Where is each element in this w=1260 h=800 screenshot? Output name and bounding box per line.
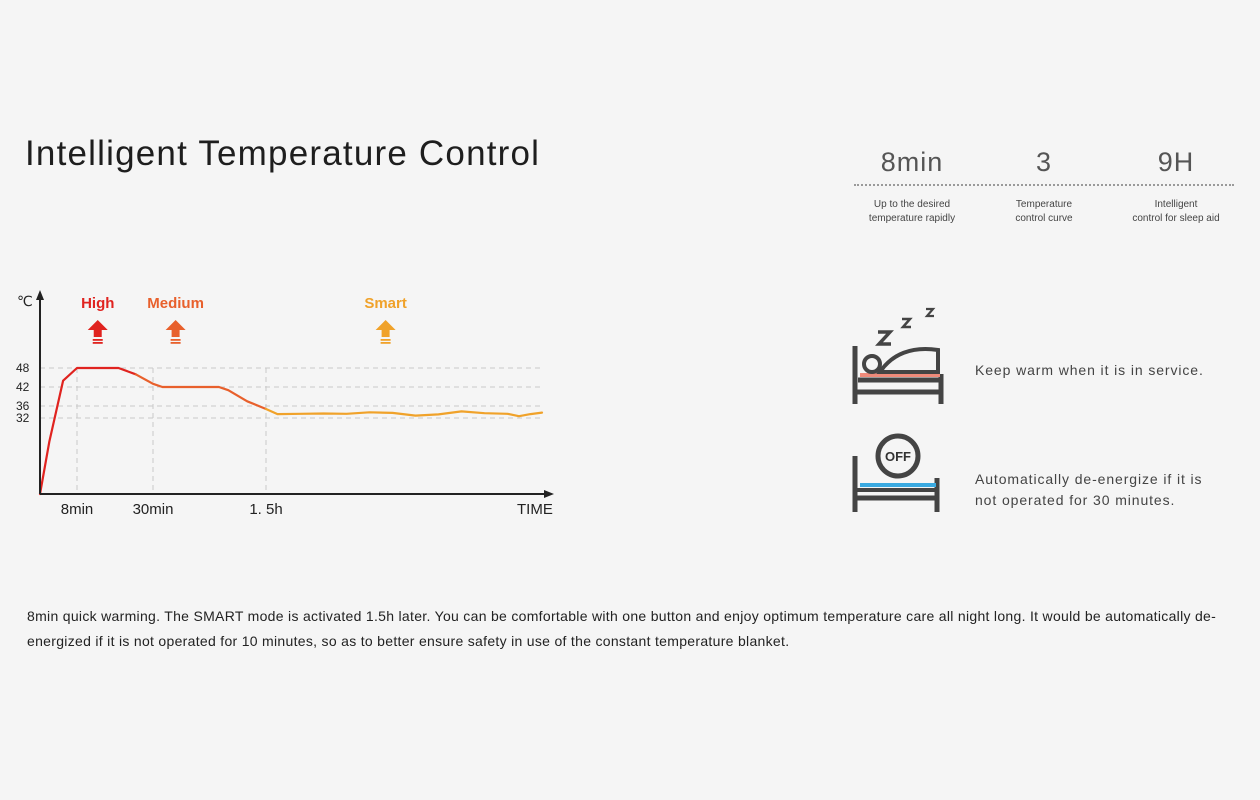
up-arrow-icon bbox=[165, 320, 186, 344]
stat-description-line: control for sleep aid bbox=[1132, 213, 1220, 224]
temperature-curve bbox=[264, 407, 544, 418]
stat-description-line: temperature rapidly bbox=[868, 213, 956, 224]
y-tick-label: 42 bbox=[16, 380, 30, 394]
stat-description: Temperature control curve bbox=[978, 198, 1110, 226]
feature-keep-warm: Keep warm when it is in service. bbox=[848, 306, 1248, 416]
mode-label: High bbox=[81, 295, 114, 312]
stat-8min: 8min bbox=[846, 142, 978, 182]
stat-curves: 3 bbox=[978, 142, 1110, 182]
up-arrow-icon bbox=[375, 320, 396, 344]
x-axis-arrow bbox=[544, 490, 554, 498]
power-off-bed-icon: OFF bbox=[852, 433, 940, 512]
off-label: OFF bbox=[885, 449, 911, 464]
feature-text-line: not operated for 30 minutes. bbox=[975, 492, 1176, 508]
chart-axes bbox=[36, 290, 554, 498]
stat-description-line: Intelligent bbox=[1154, 199, 1198, 210]
feature-text: Keep warm when it is in service. bbox=[975, 362, 1204, 378]
x-tick-label: 30min bbox=[133, 501, 174, 518]
stat-description: Intelligent control for sleep aid bbox=[1110, 198, 1242, 226]
up-arrow-icon bbox=[87, 320, 108, 344]
chart-series bbox=[38, 366, 544, 496]
y-tick-label: 36 bbox=[16, 399, 30, 413]
feature-auto-off: OFF Automatically de-energize if it is n… bbox=[848, 430, 1248, 540]
x-axis-label: TIME bbox=[517, 501, 553, 518]
stat-9h: 9H bbox=[1110, 142, 1242, 182]
y-tick-label: 48 bbox=[16, 361, 30, 375]
x-tick-labels: 8min 30min 1. 5h bbox=[61, 501, 283, 518]
dotted-divider bbox=[854, 184, 1234, 186]
stats-panel: 8min 3 9H Up to the desired temperature … bbox=[846, 142, 1242, 226]
sleeping-person-bed-icon bbox=[852, 307, 944, 404]
x-tick-label: 1. 5h bbox=[249, 501, 282, 518]
stat-description-line: Up to the desired bbox=[873, 199, 951, 210]
y-axis-label: ℃ bbox=[17, 294, 33, 310]
mode-label: Smart bbox=[364, 295, 407, 312]
stat-description-line: Temperature bbox=[1015, 199, 1073, 210]
stat-value: 9H bbox=[1157, 147, 1195, 177]
mode-label: Medium bbox=[147, 295, 204, 312]
feature-text-line: Automatically de-energize if it is bbox=[975, 471, 1203, 487]
y-axis-arrow bbox=[36, 290, 44, 300]
chart-gridlines bbox=[40, 367, 542, 494]
mode-labels: High Medium Smart bbox=[81, 295, 407, 344]
page-title: Intelligent Temperature Control bbox=[25, 134, 541, 173]
stat-value: 8min bbox=[880, 147, 944, 177]
x-tick-label: 8min bbox=[61, 501, 94, 518]
stat-description-line: control curve bbox=[1015, 213, 1073, 224]
stat-description: Up to the desired temperature rapidly bbox=[846, 198, 978, 226]
stat-value: 3 bbox=[1035, 147, 1053, 177]
feature-text: Automatically de-energize if it is not o… bbox=[975, 469, 1202, 511]
y-tick-label: 32 bbox=[16, 411, 30, 425]
temperature-curve bbox=[38, 366, 137, 496]
temperature-curve bbox=[134, 373, 268, 411]
description-paragraph: 8min quick warming. The SMART mode is ac… bbox=[27, 608, 1217, 649]
